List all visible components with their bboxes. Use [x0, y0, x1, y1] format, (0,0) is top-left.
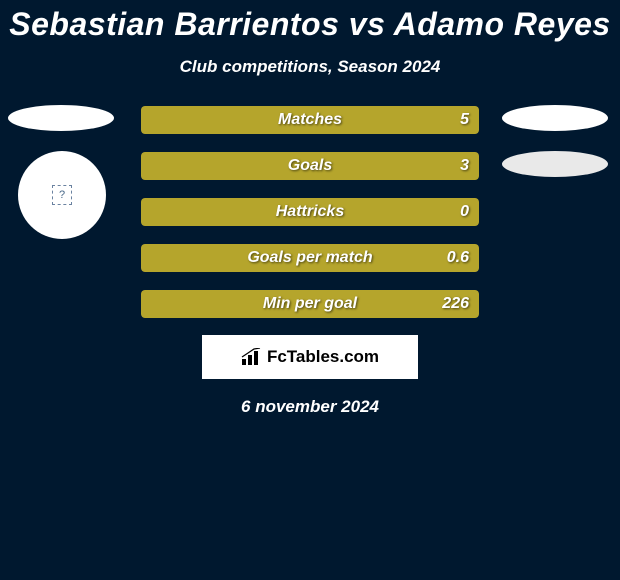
stat-bar: Hattricks0: [140, 197, 480, 227]
stat-bar: Goals3: [140, 151, 480, 181]
stat-bar-value: 3: [460, 157, 469, 175]
stat-bar-label: Goals per match: [141, 249, 479, 267]
page-title: Sebastian Barrientos vs Adamo Reyes: [0, 0, 620, 43]
logo-box: FcTables.com: [202, 335, 418, 379]
placeholder-icon: ?: [52, 185, 72, 205]
player-oval: [8, 105, 114, 131]
stat-bar: Matches5: [140, 105, 480, 135]
stat-bar-value: 0.6: [447, 249, 469, 267]
content-area: ? Matches5 Goals3 Hattricks0 Goals per matc…: [0, 105, 620, 417]
stat-bar-value: 0: [460, 203, 469, 221]
player-oval: [502, 151, 608, 177]
stat-bar-label: Hattricks: [141, 203, 479, 221]
player-badge-circle: ?: [18, 151, 106, 239]
stat-bar-value: 226: [442, 295, 469, 313]
player-oval: [502, 105, 608, 131]
stat-bar: Goals per match0.6: [140, 243, 480, 273]
date-text: 6 november 2024: [10, 397, 610, 417]
stat-bars: Matches5Goals3Hattricks0Goals per match0…: [140, 105, 480, 319]
logo-text: FcTables.com: [267, 347, 379, 367]
stat-bar: Min per goal226: [140, 289, 480, 319]
stat-bar-label: Min per goal: [141, 295, 479, 313]
page-subtitle: Club competitions, Season 2024: [0, 57, 620, 77]
stat-bar-label: Matches: [141, 111, 479, 129]
right-player-col: [502, 105, 612, 197]
stat-bar-label: Goals: [141, 157, 479, 175]
left-player-col: ?: [8, 105, 118, 239]
bar-chart-icon: [241, 348, 263, 366]
stat-bar-value: 5: [460, 111, 469, 129]
